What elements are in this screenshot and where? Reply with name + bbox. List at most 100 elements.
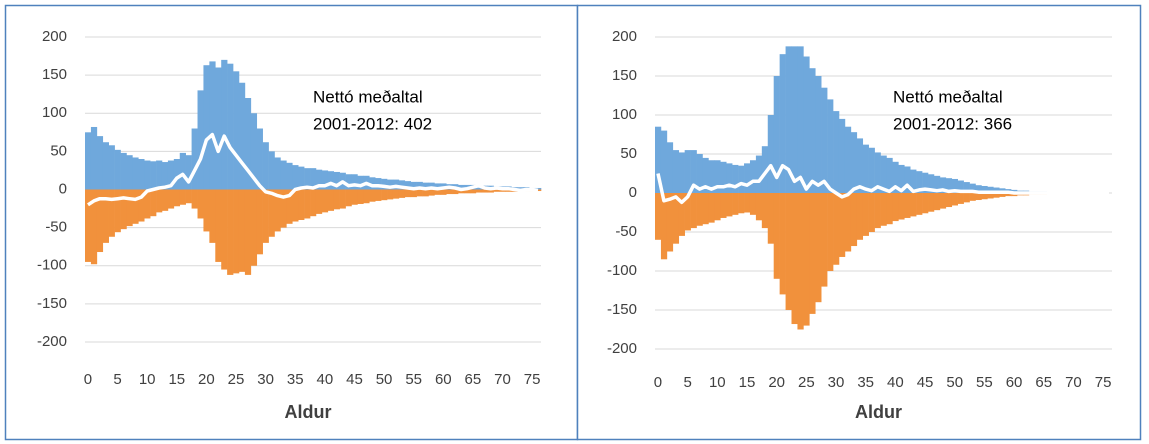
bar bbox=[428, 182, 435, 190]
bar bbox=[993, 187, 1000, 193]
bar bbox=[791, 46, 798, 193]
bar bbox=[161, 162, 169, 190]
bar bbox=[969, 193, 976, 201]
bar bbox=[298, 166, 305, 190]
bar bbox=[209, 61, 216, 190]
bar bbox=[387, 189, 394, 200]
bar bbox=[833, 111, 840, 193]
bar bbox=[779, 193, 786, 295]
bar bbox=[428, 189, 435, 196]
bar bbox=[114, 189, 121, 233]
bar bbox=[458, 189, 465, 194]
x-tick-label: 0 bbox=[84, 371, 92, 388]
bar bbox=[916, 171, 923, 193]
bar bbox=[96, 189, 104, 253]
bar bbox=[987, 193, 994, 199]
bar bbox=[315, 169, 323, 190]
bar bbox=[732, 164, 739, 193]
bar bbox=[410, 189, 417, 198]
x-tick-label: 45 bbox=[917, 374, 934, 391]
bar bbox=[233, 189, 240, 274]
bar bbox=[156, 189, 163, 213]
bar bbox=[499, 189, 506, 192]
bar bbox=[487, 189, 494, 193]
bar bbox=[892, 193, 899, 222]
bar bbox=[434, 183, 441, 190]
bar bbox=[333, 189, 340, 210]
x-tick-label: 25 bbox=[798, 374, 815, 391]
annotation: 2001-2012: 402 bbox=[313, 114, 432, 133]
bar bbox=[310, 168, 317, 190]
bar bbox=[785, 46, 792, 193]
bar bbox=[126, 155, 133, 190]
y-tick-label: 150 bbox=[42, 66, 67, 83]
bar bbox=[975, 193, 982, 201]
bar bbox=[910, 193, 917, 217]
bar bbox=[862, 144, 869, 193]
y-tick-label: -150 bbox=[37, 295, 67, 312]
bar bbox=[120, 152, 127, 190]
bar bbox=[238, 189, 246, 272]
x-tick-label: 15 bbox=[168, 371, 185, 388]
bar bbox=[892, 161, 899, 193]
x-axis-title: Aldur bbox=[855, 402, 902, 422]
bar bbox=[779, 54, 786, 193]
x-tick-label: 55 bbox=[405, 371, 422, 388]
y-tick-label: 100 bbox=[42, 104, 67, 121]
bar bbox=[987, 186, 994, 193]
x-tick-label: 20 bbox=[768, 374, 785, 391]
x-tick-label: 25 bbox=[228, 371, 245, 388]
bar bbox=[874, 193, 881, 229]
y-tick-label: 200 bbox=[42, 28, 67, 45]
x-tick-label: 30 bbox=[257, 371, 274, 388]
bar bbox=[404, 189, 412, 198]
bar bbox=[505, 189, 512, 192]
y-tick-label: 150 bbox=[612, 67, 637, 84]
bar bbox=[357, 175, 364, 190]
x-axis-title: Aldur bbox=[285, 402, 332, 422]
bar bbox=[815, 76, 822, 193]
bar bbox=[161, 189, 169, 211]
bar bbox=[422, 182, 429, 190]
bar bbox=[256, 189, 263, 255]
bar bbox=[933, 193, 941, 211]
bar bbox=[850, 132, 858, 193]
y-tick-label: -150 bbox=[607, 301, 637, 318]
bar bbox=[714, 193, 721, 221]
bar bbox=[827, 99, 834, 193]
x-tick-label: 55 bbox=[976, 374, 993, 391]
bar bbox=[452, 189, 459, 195]
bar bbox=[838, 193, 846, 257]
bar bbox=[726, 163, 733, 193]
bar bbox=[856, 138, 864, 193]
bar bbox=[233, 71, 240, 190]
bar bbox=[922, 172, 929, 193]
bar bbox=[197, 189, 204, 219]
bar bbox=[363, 189, 370, 204]
bar bbox=[809, 193, 816, 314]
bar bbox=[90, 189, 98, 265]
bar bbox=[357, 189, 364, 204]
bar bbox=[738, 193, 745, 214]
bar bbox=[292, 165, 299, 190]
bar bbox=[910, 169, 917, 193]
bar bbox=[458, 184, 465, 190]
bar bbox=[939, 177, 947, 193]
bar bbox=[726, 193, 733, 217]
bar bbox=[732, 193, 739, 215]
bar bbox=[351, 174, 358, 190]
bar bbox=[755, 193, 763, 221]
bar bbox=[85, 189, 92, 262]
bar bbox=[221, 59, 228, 190]
bar bbox=[844, 193, 852, 252]
bar bbox=[720, 161, 727, 193]
bar bbox=[138, 159, 145, 190]
bar bbox=[85, 132, 92, 190]
x-tick-label: 5 bbox=[683, 374, 691, 391]
bar bbox=[345, 189, 352, 207]
bar bbox=[446, 189, 453, 195]
bar bbox=[310, 189, 317, 217]
bar bbox=[126, 189, 133, 227]
bar bbox=[292, 189, 299, 222]
bar bbox=[655, 126, 662, 193]
